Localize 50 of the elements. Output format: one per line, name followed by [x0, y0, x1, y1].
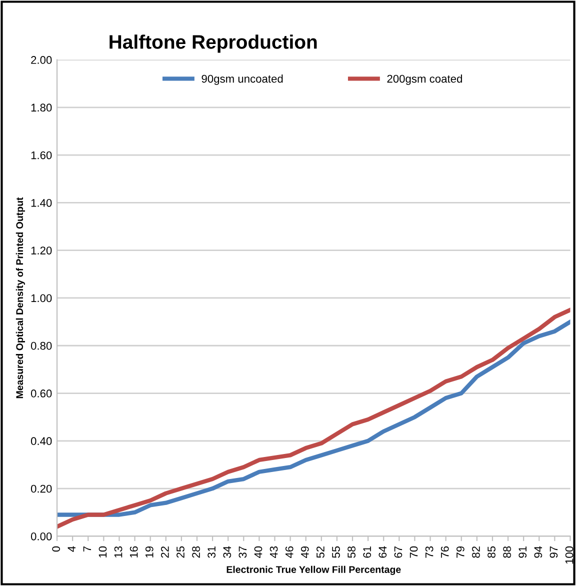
y-tick-label: 1.60 — [31, 151, 52, 160]
y-tick-label: 0.00 — [30, 532, 52, 540]
x-tick-label: 22 — [161, 546, 169, 558]
x-tick-label: 28 — [192, 546, 200, 558]
x-tick-label: 40 — [254, 546, 262, 558]
x-tick-label: 13 — [114, 546, 122, 558]
x-tick-label: 61 — [363, 546, 372, 558]
x-tick-label: 4 — [68, 546, 76, 552]
x-tick-label: 55 — [332, 546, 340, 558]
x-tick-label: 82 — [472, 546, 480, 558]
x-tick-label: 79 — [456, 546, 464, 558]
y-tick-label: 0.40 — [30, 437, 52, 446]
x-tick-label: 85 — [488, 546, 496, 558]
x-tick-label: 52 — [316, 546, 324, 558]
y-tick-label: 1.80 — [31, 104, 52, 112]
x-tick-label: 37 — [238, 546, 247, 558]
y-tick-label: 1.40 — [31, 198, 52, 207]
y-tick-label: 0.20 — [30, 484, 52, 493]
y-tick-label: 0.60 — [30, 390, 52, 398]
x-tick-label: 43 — [270, 546, 278, 558]
x-tick-label: 16 — [130, 546, 138, 558]
y-axis-title: Measured Optical Density of Printed Output — [16, 197, 25, 398]
x-tick-label: 73 — [425, 546, 434, 558]
x-tick-label: 76 — [440, 546, 449, 558]
x-tick-label: 7 — [83, 546, 91, 552]
y-tick-label: 0.80 — [30, 342, 52, 350]
x-tick-label: 19 — [145, 546, 154, 558]
chart-title: Halftone Reproduction — [110, 34, 317, 53]
x-tick-label: 0 — [52, 546, 60, 552]
x-tick-label: 91 — [518, 546, 527, 558]
y-tick-label: 2.00 — [31, 56, 52, 64]
x-tick-label: 88 — [503, 546, 512, 558]
legend-label: 200gsm coated — [387, 74, 462, 85]
y-tick-label: 1.20 — [31, 246, 52, 254]
x-tick-label: 67 — [394, 546, 402, 558]
x-tick-label: 25 — [176, 546, 184, 558]
x-tick-label: 31 — [208, 546, 216, 558]
x-tick-label: 49 — [300, 546, 309, 558]
x-tick-label: 97 — [550, 546, 558, 558]
y-tick-label: 1.00 — [31, 294, 52, 302]
x-tick-label: 64 — [378, 546, 387, 558]
x-tick-label: 100 — [565, 546, 574, 564]
x-tick-label: 58 — [348, 546, 356, 558]
x-axis-title: Electronic True Yellow Fill Percentage — [226, 566, 401, 575]
x-tick-label: 70 — [410, 546, 418, 558]
x-tick-label: 94 — [534, 546, 542, 558]
x-tick-label: 34 — [223, 546, 232, 558]
x-tick-label: 46 — [285, 546, 294, 558]
legend-label: 90gsm uncoated — [202, 74, 283, 85]
x-tick-label: 10 — [98, 546, 107, 558]
